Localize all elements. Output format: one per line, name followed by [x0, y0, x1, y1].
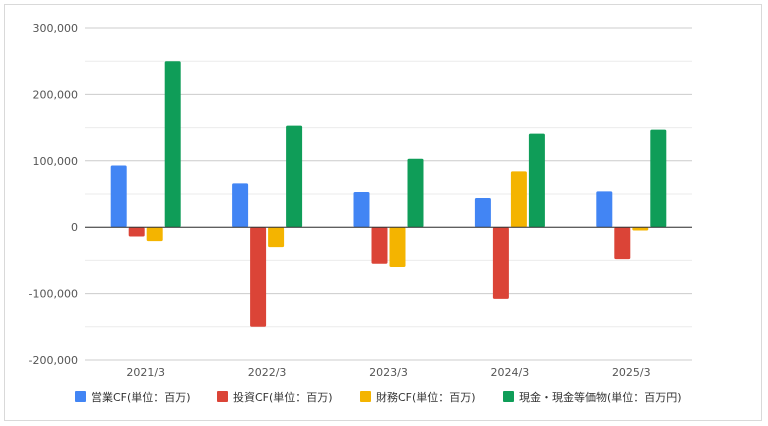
legend: 営業CF(単位：百万) 投資CF(単位：百万) 財務CF(単位：百万) 現金・現金等価… — [75, 390, 682, 404]
legend-swatch — [360, 391, 371, 402]
x-tick-label: 2021/3 — [126, 366, 165, 379]
legend-label: 営業CF(単位：百万) — [91, 390, 191, 404]
legend-swatch — [217, 391, 228, 402]
bar-2025-3-series-3 — [650, 129, 667, 228]
x-tick-label: 2024/3 — [491, 366, 530, 379]
bar-2022-3-series-2 — [268, 227, 285, 248]
bar-2025-3-series-1 — [614, 227, 631, 260]
bar-2024-3-series-0 — [474, 197, 491, 228]
bar-2023-3-series-2 — [389, 227, 406, 268]
y-tick-label: 200,000 — [33, 88, 79, 101]
legend-swatch — [503, 391, 514, 402]
bar-2022-3-series-3 — [286, 125, 303, 228]
bar-2023-3-series-0 — [353, 192, 370, 228]
legend-label: 財務CF(単位：百万) — [376, 390, 476, 404]
bar-2021-3-series-2 — [146, 227, 163, 242]
x-axis-ticks: 2021/3 2022/3 2023/3 2024/3 2025/3 — [126, 366, 650, 379]
bar-2023-3-series-1 — [371, 227, 388, 264]
x-tick-label: 2022/3 — [248, 366, 287, 379]
bar-2024-3-series-1 — [492, 227, 509, 299]
bar-2023-3-series-3 — [407, 158, 424, 228]
bars — [110, 61, 667, 327]
legend-label: 現金・現金等価物(単位：百万円) — [519, 390, 682, 404]
chart-frame — [4, 4, 762, 421]
bar-2025-3-series-0 — [596, 191, 613, 228]
bar-2021-3-series-3 — [164, 61, 181, 228]
legend-label: 投資CF(単位：百万) — [233, 390, 333, 404]
y-tick-label: 300,000 — [33, 22, 79, 35]
bar-2022-3-series-1 — [250, 227, 267, 327]
bar-2025-3-series-2 — [632, 227, 649, 231]
y-axis-ticks: -200,000 -100,000 0 100,000 200,000 300,000 — [29, 22, 78, 367]
y-tick-label: -200,000 — [29, 354, 78, 367]
bar-2022-3-series-0 — [232, 183, 249, 228]
bar-2021-3-series-0 — [110, 165, 127, 228]
y-tick-label: -100,000 — [29, 288, 78, 301]
y-tick-label: 0 — [71, 221, 78, 234]
bar-2024-3-series-2 — [510, 171, 527, 228]
bar-2021-3-series-1 — [128, 227, 145, 237]
bar-2024-3-series-3 — [528, 133, 545, 228]
y-tick-label: 100,000 — [33, 155, 79, 168]
legend-swatch — [75, 391, 86, 402]
gridlines — [85, 27, 692, 361]
x-tick-label: 2023/3 — [369, 366, 408, 379]
x-tick-label: 2025/3 — [612, 366, 651, 379]
